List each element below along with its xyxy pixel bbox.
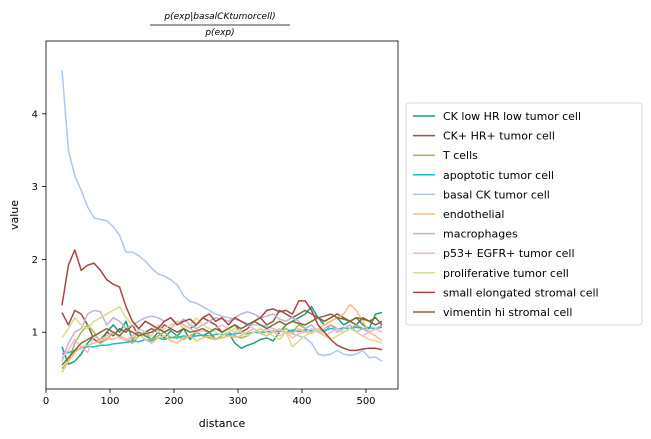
legend-frame <box>405 102 643 326</box>
legend-label-3: apoptotic tumor cell <box>443 169 554 182</box>
x-tick-label-2: 200 <box>164 396 183 407</box>
x-tick-label-1: 100 <box>100 396 119 407</box>
series-line-10 <box>61 313 383 366</box>
legend-label-6: macrophages <box>443 228 518 241</box>
legend-label-5: endothelial <box>443 208 504 221</box>
series-line-5 <box>61 303 383 373</box>
x-axis-label: distance <box>199 417 246 430</box>
y-axis-label: value <box>8 200 21 230</box>
chart-title-denominator: p(exp) <box>204 28 234 38</box>
y-tick-label-3: 4 <box>32 109 38 120</box>
y-tick-label-1: 2 <box>32 255 38 266</box>
x-tick-label-0: 0 <box>43 396 49 407</box>
x-tick-label-3: 300 <box>228 396 247 407</box>
y-tick-label-0: 1 <box>32 328 38 339</box>
y-tick-label-2: 3 <box>32 182 38 193</box>
plot-frame <box>45 40 399 390</box>
x-axis: 0 100 200 300 400 500 <box>43 389 376 407</box>
series-layer <box>61 70 383 373</box>
legend-label-1: CK+ HR+ tumor cell <box>443 130 555 143</box>
x-tick-label-5: 500 <box>356 396 375 407</box>
plot-area <box>46 41 398 389</box>
legend-label-4: basal CK tumor cell <box>443 188 550 201</box>
legend-label-8: proliferative tumor cell <box>443 267 569 280</box>
series-line-4 <box>61 70 383 362</box>
y-axis: 1 2 3 4 <box>32 109 46 339</box>
series-line-9 <box>61 249 383 352</box>
legend-label-9: small elongated stromal cell <box>443 286 599 299</box>
series-line-6 <box>61 309 383 362</box>
legend-label-7: p53+ EGFR+ tumor cell <box>443 247 575 260</box>
legend-label-10: vimentin hi stromal cell <box>443 306 572 319</box>
series-line-3 <box>61 326 383 355</box>
x-tick-label-4: 400 <box>292 396 311 407</box>
chart-title-numerator: p(exp|basalCKtumorcell) <box>163 12 275 22</box>
series-line-8 <box>61 305 383 348</box>
legend-label-2: T cells <box>442 149 478 162</box>
legend-items: CK low HR low tumor cell CK+ HR+ tumor ce… <box>413 110 599 319</box>
legend-label-0: CK low HR low tumor cell <box>443 110 581 123</box>
legend: CK low HR low tumor cell CK+ HR+ tumor ce… <box>405 102 643 326</box>
